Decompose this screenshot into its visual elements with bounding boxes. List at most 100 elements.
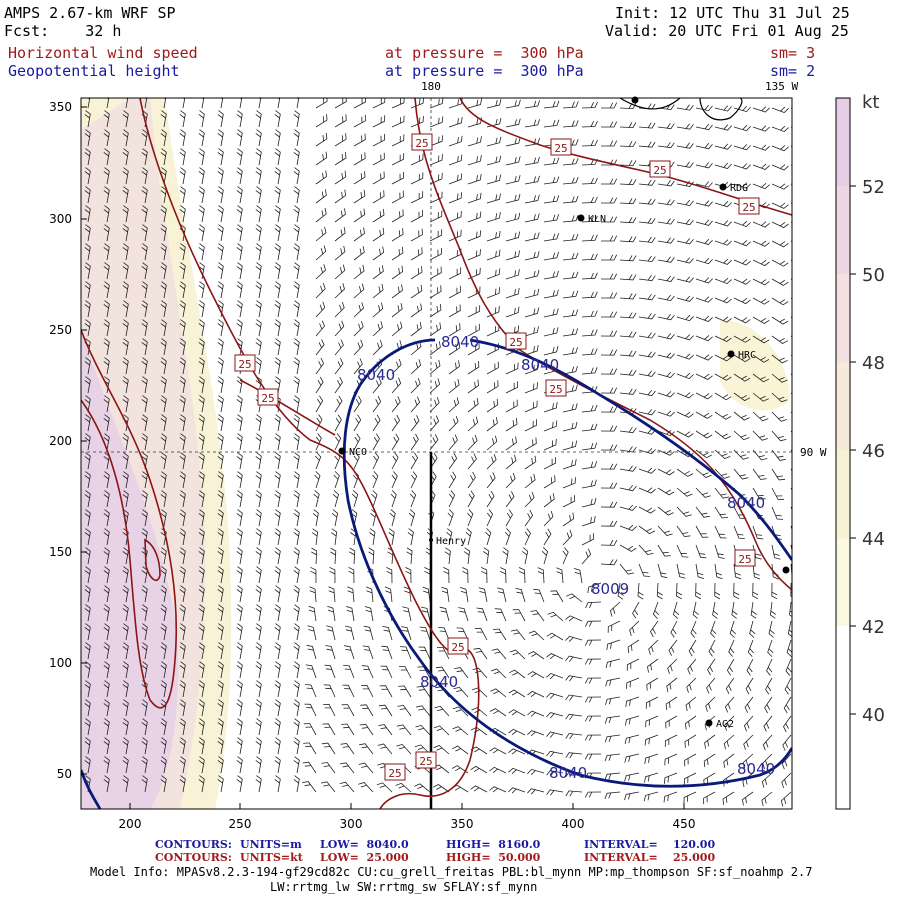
wind-barb [255, 604, 262, 622]
wind-barb [505, 193, 521, 204]
wind-barb [389, 509, 396, 527]
wind-barb [486, 398, 499, 413]
wind-barb [766, 658, 773, 676]
wind-barb [657, 256, 675, 263]
wind-barb [562, 347, 578, 356]
wind-barb [543, 493, 555, 508]
footer-row1-high: HIGH= 8160.0 [446, 838, 541, 851]
wind-barb [752, 125, 770, 132]
wind-barb [274, 680, 281, 698]
wind-barb [103, 205, 110, 223]
wind-barb [293, 680, 300, 698]
wind-barb [141, 756, 148, 774]
wind-barb [122, 585, 129, 603]
wind-barb [600, 425, 618, 432]
wind-barb [198, 281, 205, 299]
wind-barb [236, 642, 243, 660]
wind-barb [179, 357, 186, 375]
wind-barb [486, 287, 500, 299]
wind-barb [562, 101, 579, 109]
wind-barb [179, 281, 186, 299]
wind-barb [236, 547, 243, 565]
wind-barb [103, 148, 110, 166]
wind-barb [565, 790, 583, 797]
wind-barb [421, 606, 431, 622]
wind-barb [619, 388, 637, 395]
wind-barb [446, 528, 453, 546]
wind-barb [179, 642, 186, 660]
wind-barb [790, 126, 792, 128]
speed-label: 25 [415, 751, 437, 769]
wind-barb [311, 528, 319, 546]
wind-barb [217, 262, 224, 280]
wind-barb [607, 620, 621, 633]
colorbar-swatch [836, 186, 850, 274]
wind-barb [293, 243, 300, 261]
wind-barb [293, 623, 300, 641]
wind-barb [334, 339, 344, 356]
speed-label: 25 [411, 133, 433, 151]
wind-barb [632, 601, 640, 619]
wind-barb [255, 566, 262, 584]
wind-barb [462, 567, 469, 584]
wind-barb [255, 186, 262, 204]
speed-label: 25 [649, 160, 671, 178]
wind-barb [236, 129, 243, 147]
wind-barb [524, 455, 537, 470]
wind-barb [706, 677, 716, 694]
wind-barb [790, 259, 792, 262]
wind-barb [84, 452, 91, 470]
wind-barb [543, 438, 557, 451]
wind-barb [141, 585, 148, 603]
wind-barb [236, 680, 243, 698]
wind-barb [353, 246, 365, 261]
wind-barb [489, 708, 507, 717]
wind-barb [217, 224, 224, 242]
wind-barb [562, 271, 579, 280]
wind-barb [334, 376, 343, 394]
wind-barb [160, 224, 167, 242]
wind-barb [84, 262, 91, 280]
wind-barb [198, 509, 205, 527]
wind-barb [524, 491, 535, 508]
height-label: 8040 [441, 333, 479, 351]
wind-barb [315, 114, 328, 128]
wind-barb [712, 601, 719, 619]
station-label: RDG [730, 183, 748, 194]
wind-barb [790, 316, 792, 319]
wind-barb [314, 471, 321, 489]
wind-barb [217, 680, 224, 698]
wind-barb [648, 639, 659, 655]
station-marker [705, 719, 713, 727]
wind-barb [198, 433, 205, 451]
wind-barb [236, 490, 243, 508]
wind-barb [122, 699, 129, 717]
wind-barb [483, 547, 490, 565]
wind-barb [724, 696, 735, 713]
coastline [619, 98, 743, 121]
wind-barb [619, 524, 637, 531]
wind-barb [566, 593, 583, 603]
wind-barb [391, 98, 405, 109]
wind-barb [141, 167, 148, 185]
wind-barb [676, 468, 694, 477]
wind-barb [434, 705, 450, 717]
wind-barb [217, 376, 224, 394]
wind-barb [122, 566, 129, 584]
wind-barb [353, 133, 366, 147]
wind-barb [122, 148, 129, 166]
wind-barb [695, 582, 702, 600]
wind-barb [320, 781, 336, 793]
wind-barb [714, 582, 721, 600]
colorbar-label: 46 [862, 441, 885, 462]
wind-barb [293, 509, 300, 527]
wind-barb [353, 189, 366, 204]
wind-barb [467, 249, 481, 261]
wind-barb [638, 122, 656, 129]
wind-barb [619, 369, 637, 376]
wind-barb [84, 110, 91, 128]
wind-barb [663, 791, 678, 803]
wind-barb [364, 606, 374, 622]
svg-text:25: 25 [738, 553, 751, 566]
wind-barb [562, 529, 573, 546]
